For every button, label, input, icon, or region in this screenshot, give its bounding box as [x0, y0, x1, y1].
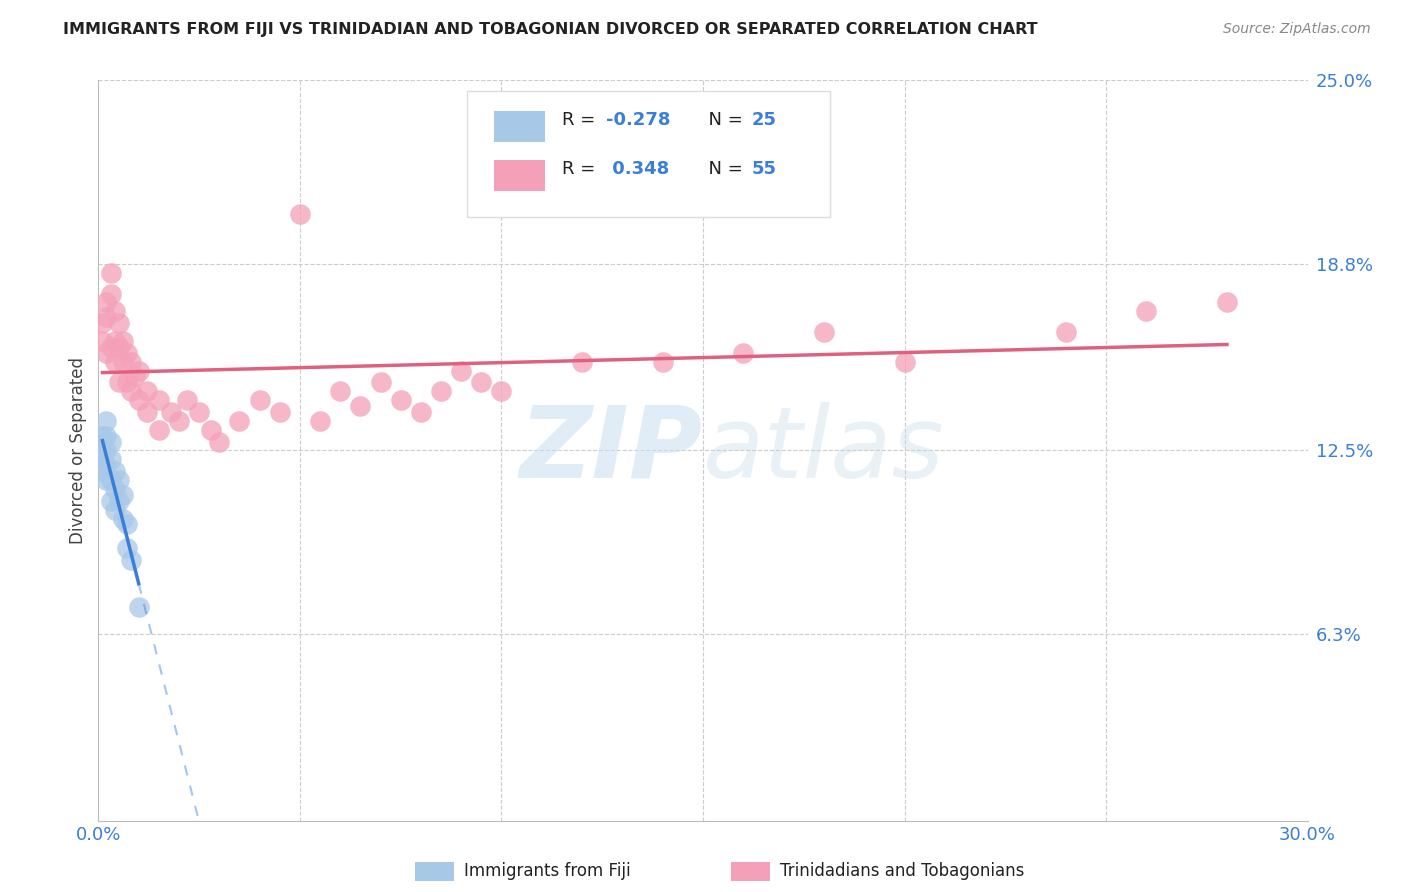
Point	[651, 354, 673, 368]
Point	[103, 482, 125, 496]
Point	[111, 511, 134, 525]
Point	[1216, 295, 1239, 310]
Text: N =: N =	[697, 111, 748, 128]
Point	[200, 423, 222, 437]
Point	[107, 340, 129, 354]
Point	[91, 434, 114, 449]
Point	[1135, 304, 1157, 318]
Y-axis label: Divorced or Separated: Divorced or Separated	[69, 357, 87, 544]
Point	[91, 428, 114, 442]
Text: 25: 25	[751, 111, 776, 128]
Point	[249, 393, 271, 408]
FancyBboxPatch shape	[467, 91, 830, 218]
Text: R =: R =	[561, 111, 600, 128]
FancyBboxPatch shape	[494, 111, 544, 142]
Point	[450, 363, 472, 377]
Point	[329, 384, 352, 399]
Point	[389, 393, 412, 408]
Point	[813, 325, 835, 339]
Point	[288, 206, 311, 220]
Point	[135, 405, 157, 419]
Point	[111, 334, 134, 348]
Point	[176, 393, 198, 408]
Text: IMMIGRANTS FROM FIJI VS TRINIDADIAN AND TOBAGONIAN DIVORCED OR SEPARATED CORRELA: IMMIGRANTS FROM FIJI VS TRINIDADIAN AND …	[63, 22, 1038, 37]
Point	[96, 428, 118, 442]
Point	[115, 345, 138, 359]
Point	[1054, 325, 1077, 339]
Point	[91, 464, 114, 478]
Point	[111, 354, 134, 368]
Point	[96, 414, 118, 428]
Point	[120, 384, 142, 399]
Point	[107, 376, 129, 390]
Point	[103, 354, 125, 368]
Point	[103, 334, 125, 348]
Point	[124, 369, 146, 384]
Text: Source: ZipAtlas.com: Source: ZipAtlas.com	[1223, 22, 1371, 37]
Point	[115, 517, 138, 532]
Point	[100, 473, 122, 487]
Text: ZIP: ZIP	[520, 402, 703, 499]
Point	[107, 316, 129, 330]
Point	[120, 354, 142, 368]
Point	[100, 340, 122, 354]
Point	[100, 493, 122, 508]
Point	[128, 363, 150, 377]
Point	[269, 405, 291, 419]
Point	[491, 384, 513, 399]
Point	[309, 414, 332, 428]
Point	[91, 443, 114, 458]
Point	[111, 488, 134, 502]
Point	[470, 376, 492, 390]
Point	[167, 414, 190, 428]
Point	[430, 384, 453, 399]
Point	[91, 334, 114, 348]
Point	[128, 393, 150, 408]
Point	[103, 464, 125, 478]
Point	[107, 473, 129, 487]
Point	[893, 354, 915, 368]
Text: R =: R =	[561, 161, 600, 178]
Point	[188, 405, 211, 419]
Point	[128, 600, 150, 615]
Point	[100, 266, 122, 280]
Point	[96, 443, 118, 458]
Point	[148, 393, 170, 408]
Text: -0.278: -0.278	[606, 111, 671, 128]
Point	[733, 345, 755, 359]
Point	[91, 452, 114, 467]
Point	[148, 423, 170, 437]
Text: Immigrants from Fiji: Immigrants from Fiji	[464, 863, 631, 880]
Text: 55: 55	[751, 161, 776, 178]
Point	[96, 473, 118, 487]
Point	[135, 384, 157, 399]
Point	[103, 304, 125, 318]
Text: Trinidadians and Tobagonians: Trinidadians and Tobagonians	[780, 863, 1025, 880]
Point	[571, 354, 593, 368]
Text: 0.348: 0.348	[606, 161, 669, 178]
Point	[100, 434, 122, 449]
Point	[120, 553, 142, 567]
Point	[228, 414, 250, 428]
Point	[208, 434, 231, 449]
FancyBboxPatch shape	[494, 161, 544, 191]
Point	[349, 399, 371, 413]
Point	[100, 452, 122, 467]
Point	[115, 376, 138, 390]
Point	[100, 286, 122, 301]
Point	[370, 376, 392, 390]
Point	[160, 405, 183, 419]
Point	[96, 345, 118, 359]
Point	[96, 295, 118, 310]
Point	[96, 310, 118, 325]
Text: atlas: atlas	[703, 402, 945, 499]
Point	[115, 541, 138, 556]
Text: N =: N =	[697, 161, 748, 178]
Point	[409, 405, 432, 419]
Point	[107, 493, 129, 508]
Point	[96, 458, 118, 473]
Point	[103, 502, 125, 516]
Point	[91, 316, 114, 330]
